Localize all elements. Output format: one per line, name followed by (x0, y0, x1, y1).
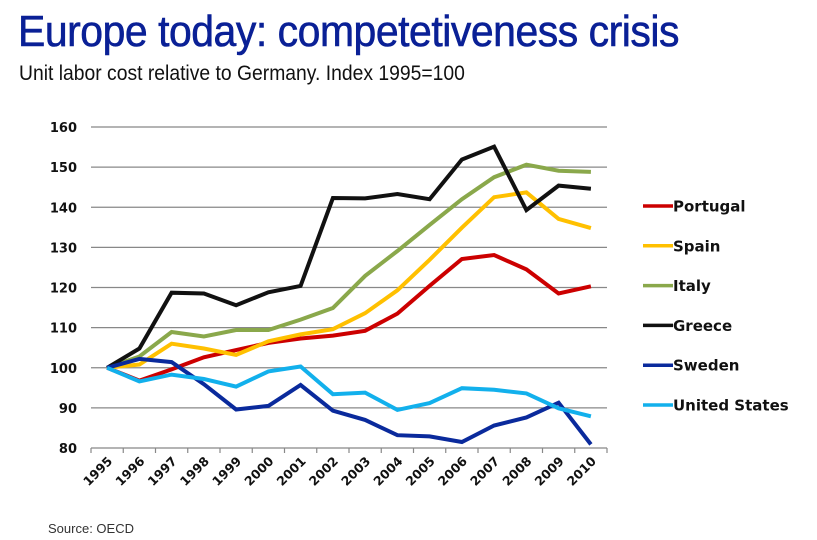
x-tick-label: 2003 (338, 454, 373, 489)
x-tick-label: 2010 (564, 453, 599, 488)
legend: Portugal Spain Italy Greece Sweden United Sta… (643, 198, 789, 415)
x-tick-label: 2001 (274, 454, 309, 489)
legend-item: Greece (643, 317, 732, 335)
y-tick-label: 150 (50, 161, 77, 176)
x-tick-label: 1997 (145, 454, 180, 489)
y-tick-label: 160 (50, 121, 77, 136)
series-line-sweden (106, 356, 593, 446)
y-tick-label: 140 (50, 201, 77, 216)
series-line-united-states (106, 364, 592, 419)
x-tick-label: 2000 (241, 453, 276, 488)
x-tick-label: 1998 (177, 454, 212, 489)
x-tick-label: 1999 (209, 454, 244, 489)
y-tick-label: 130 (50, 241, 77, 256)
y-axis: 80 90 100 110 120 130 140 150 160 (50, 121, 77, 457)
series-line-italy (106, 162, 591, 370)
x-tick-label: 1995 (80, 454, 115, 489)
x-axis: 1995199619971998199920002001200220032004… (80, 447, 608, 489)
series-line-greece (106, 144, 592, 370)
page-title: Europe today: competetiveness crisis (18, 7, 680, 57)
x-tick-label: 2006 (435, 453, 470, 488)
legend-item: Portugal (643, 198, 746, 216)
legend-label: Sweden (673, 357, 739, 375)
x-tick-label: 2007 (467, 454, 502, 489)
series-line-spain (106, 190, 592, 370)
series-line-portugal (106, 252, 592, 383)
legend-item: Italy (643, 277, 711, 295)
y-tick-label: 100 (50, 362, 77, 377)
x-tick-label: 2002 (306, 454, 341, 489)
x-tick-label: 1996 (112, 453, 147, 488)
legend-label: United States (673, 397, 789, 415)
legend-item: United States (643, 397, 789, 415)
source-note: Source: OECD (48, 521, 134, 536)
x-tick-label: 2008 (499, 454, 534, 489)
x-tick-label: 2004 (370, 453, 405, 488)
y-tick-label: 110 (50, 322, 77, 337)
legend-label: Italy (673, 277, 711, 295)
y-tick-label: 80 (59, 442, 77, 457)
page-subtitle: Unit labor cost relative to Germany. Ind… (19, 62, 465, 85)
legend-label: Portugal (673, 198, 746, 216)
y-tick-label: 120 (50, 282, 77, 297)
series-lines (106, 144, 593, 446)
legend-label: Spain (673, 237, 720, 255)
x-tick-label: 2009 (532, 454, 567, 489)
legend-item: Spain (643, 237, 720, 255)
x-tick-label: 2005 (403, 454, 438, 489)
legend-item: Sweden (643, 357, 739, 375)
legend-label: Greece (673, 317, 732, 335)
gridlines (91, 126, 607, 409)
y-tick-label: 90 (59, 402, 77, 417)
